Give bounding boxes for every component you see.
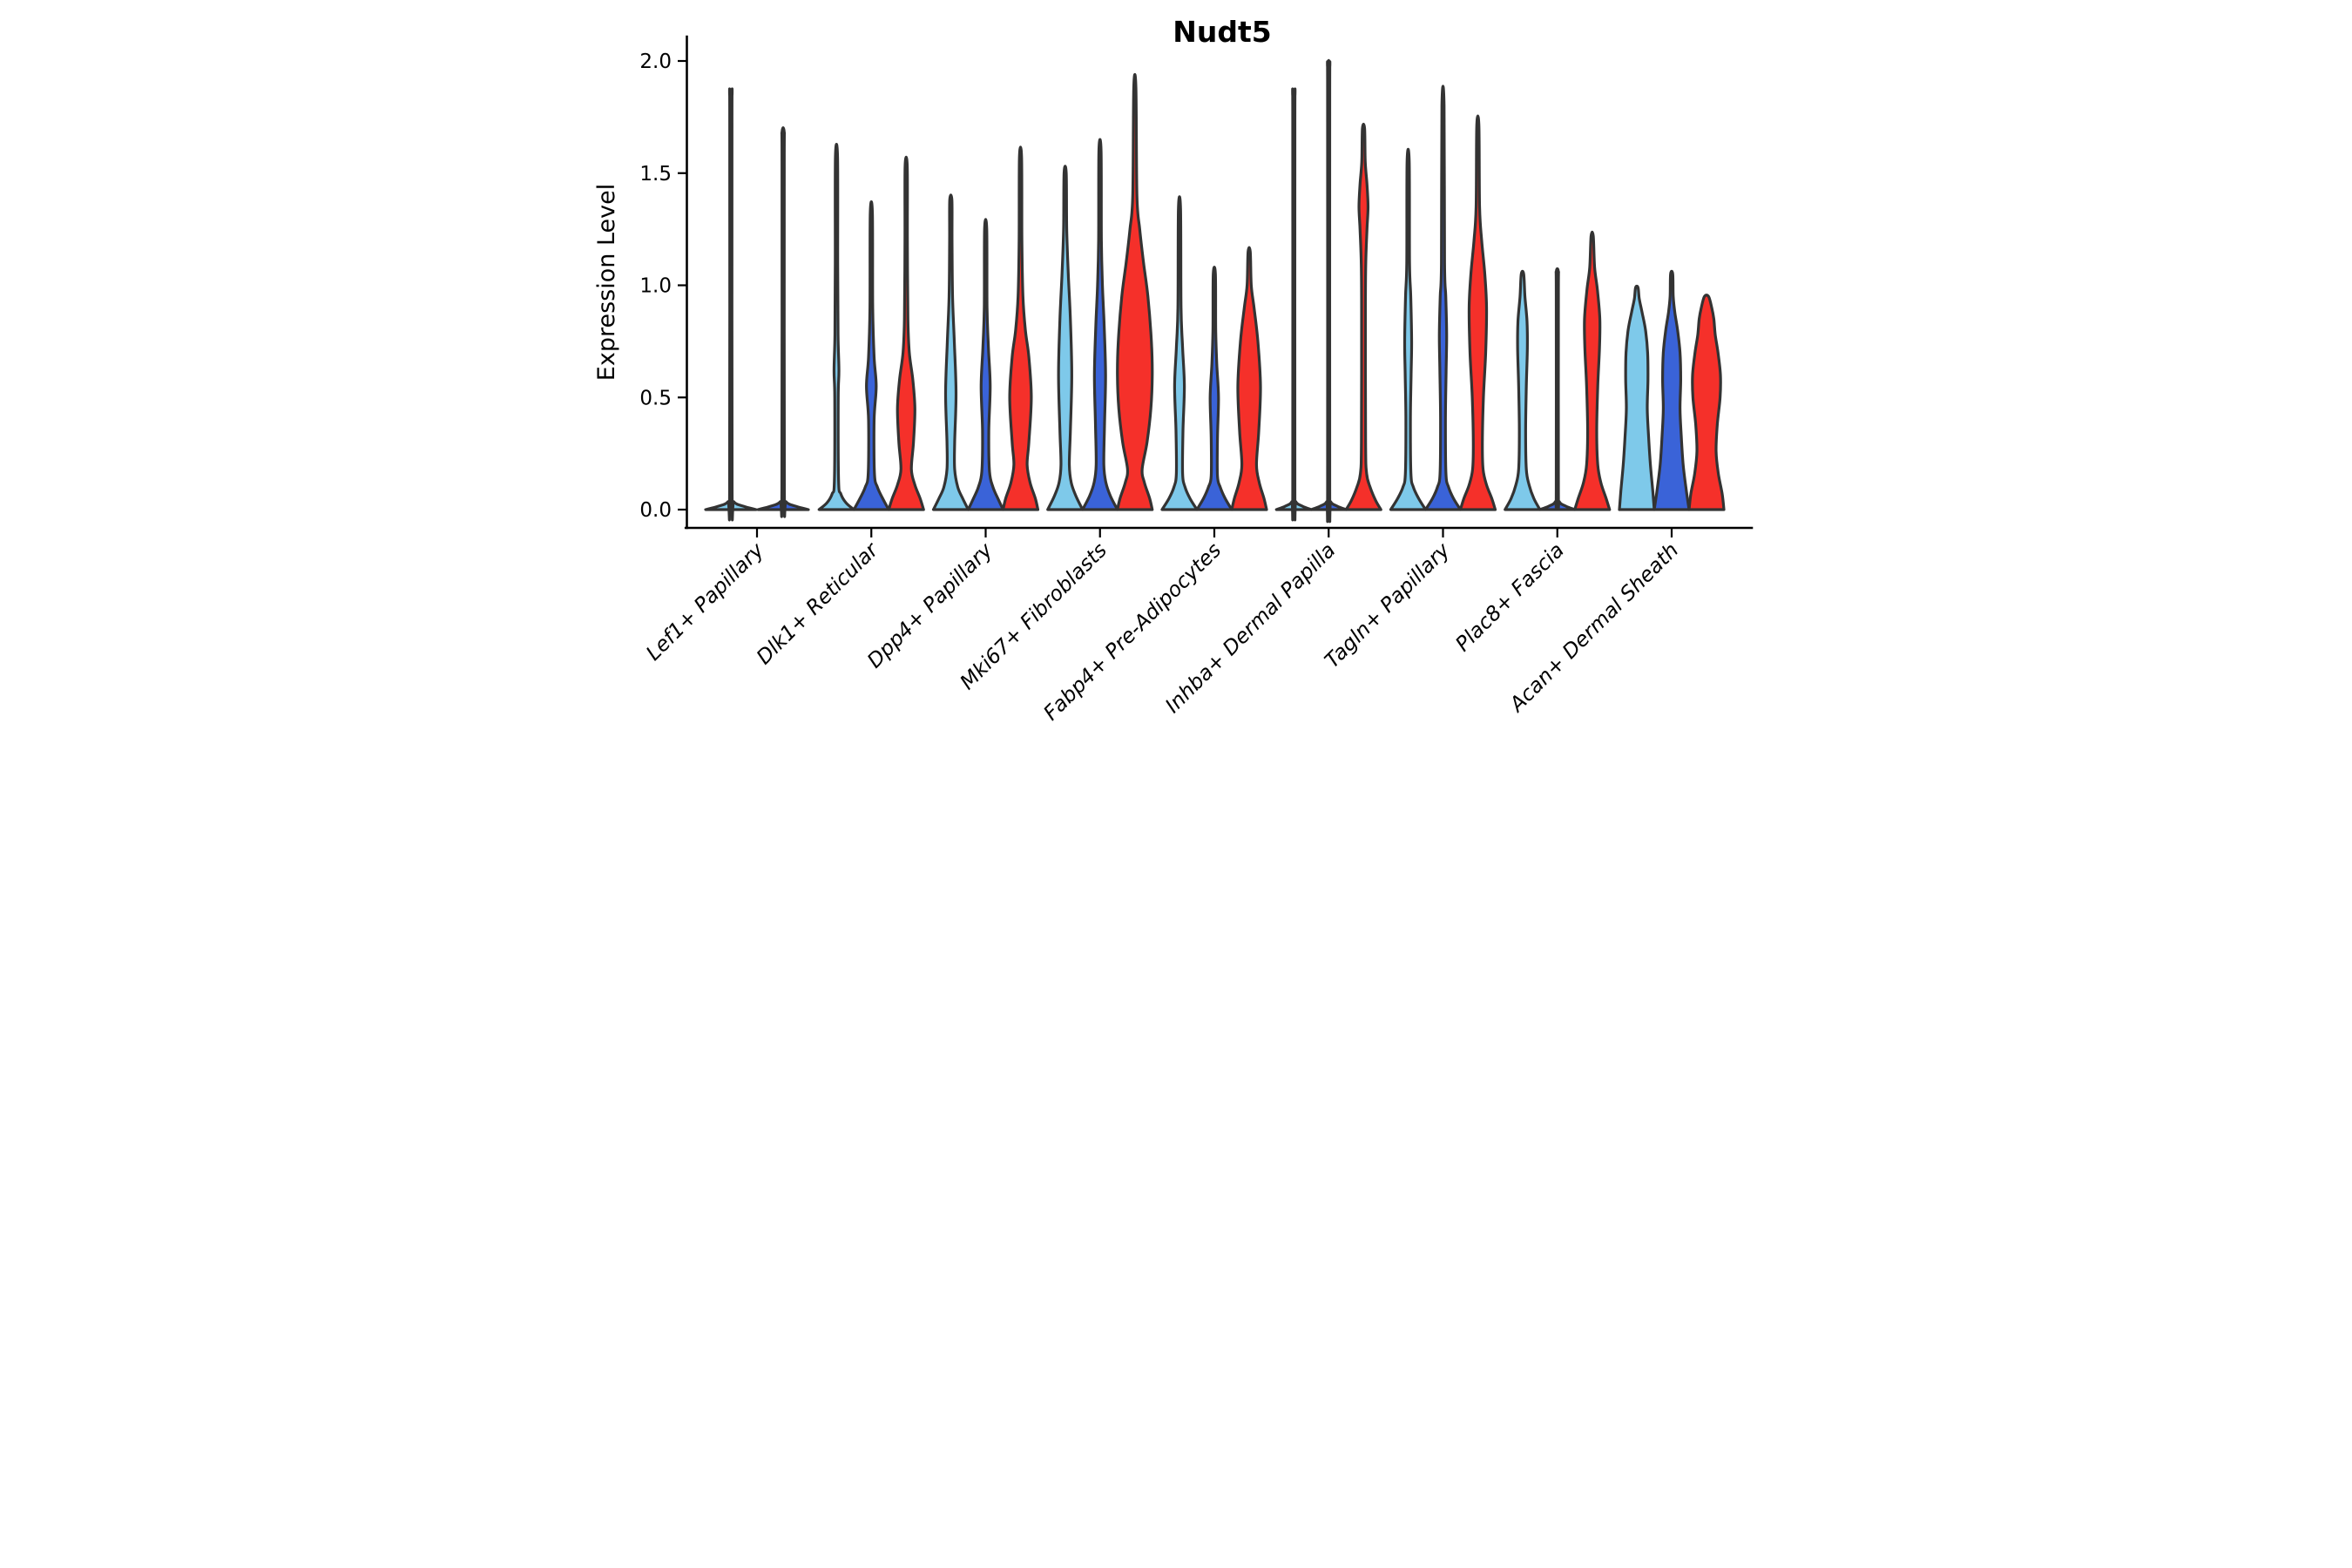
violin-lef1-papillary-dark_blue — [756, 126, 810, 518]
plot-title: Nudt5 — [1173, 15, 1271, 49]
violin-dlk1-reticular-light_blue — [817, 142, 855, 511]
violin-dpp4-papillary-dark_blue — [966, 218, 1005, 511]
violin-inhba-dermal-papilla-red — [1344, 122, 1382, 511]
violin-plac8-fascia-light_blue — [1504, 269, 1542, 511]
violin-tagln-papillary-light_blue — [1389, 147, 1428, 511]
violin-dpp4-papillary-red — [1001, 145, 1040, 511]
x-tick-label: Plac8+ Fascia — [1450, 537, 1569, 656]
violin-dpp4-papillary-light_blue — [931, 193, 970, 511]
violin-tagln-papillary-red — [1458, 114, 1497, 511]
violin-dlk1-reticular-red — [887, 155, 925, 511]
violin-mki67-fibroblasts-light_blue — [1046, 165, 1085, 511]
violin-fabp4-pre-adipocytes-red — [1230, 246, 1268, 511]
violin-acan-dermal-sheath-dark_blue — [1652, 269, 1691, 511]
violin-acan-dermal-sheath-light_blue — [1618, 284, 1656, 511]
violin-plac8-fascia-dark_blue — [1538, 267, 1577, 511]
violin-tagln-papillary-dark_blue — [1423, 84, 1463, 511]
y-axis-label: Expression Level — [593, 184, 620, 381]
y-axis: 0.0 0.5 1.0 1.5 2.0 — [639, 35, 688, 530]
violins-layer — [704, 58, 1726, 524]
violin-inhba-dermal-papilla-dark_blue — [1309, 58, 1348, 524]
violin-plac8-fascia-red — [1573, 230, 1612, 511]
violin-plot: Nudt5 Expression Level 0.0 0.5 1.0 1.5 2.0 L… — [588, 0, 1764, 784]
violin-fabp4-pre-adipocytes-dark_blue — [1195, 265, 1233, 511]
violin-inhba-dermal-papilla-light_blue — [1274, 87, 1313, 522]
violin-acan-dermal-sheath-red — [1687, 294, 1726, 511]
violin-fabp4-pre-adipocytes-light_blue — [1160, 195, 1199, 511]
violin-lef1-papillary-light_blue — [704, 87, 758, 522]
x-tick-label: Dlk1+ Reticular — [752, 537, 884, 669]
x-tick-label: Dpp4+ Papillary — [862, 537, 998, 673]
x-tick-label: Tagln+ Papillary — [1320, 537, 1456, 673]
y-tick-label: 1.0 — [639, 275, 672, 298]
y-tick-label: 0.0 — [639, 499, 672, 522]
y-tick-label: 2.0 — [639, 51, 672, 73]
violin-mki67-fibroblasts-dark_blue — [1081, 138, 1119, 511]
figure: Nudt5 Expression Level 0.0 0.5 1.0 1.5 2.0 L… — [588, 0, 1764, 784]
violin-dlk1-reticular-dark_blue — [852, 199, 890, 511]
y-tick-label: 1.5 — [639, 163, 672, 186]
violin-mki67-fibroblasts-red — [1116, 72, 1154, 511]
y-tick-label: 0.5 — [639, 387, 672, 409]
x-tick-label: Lef1+ Papillary — [641, 537, 769, 666]
